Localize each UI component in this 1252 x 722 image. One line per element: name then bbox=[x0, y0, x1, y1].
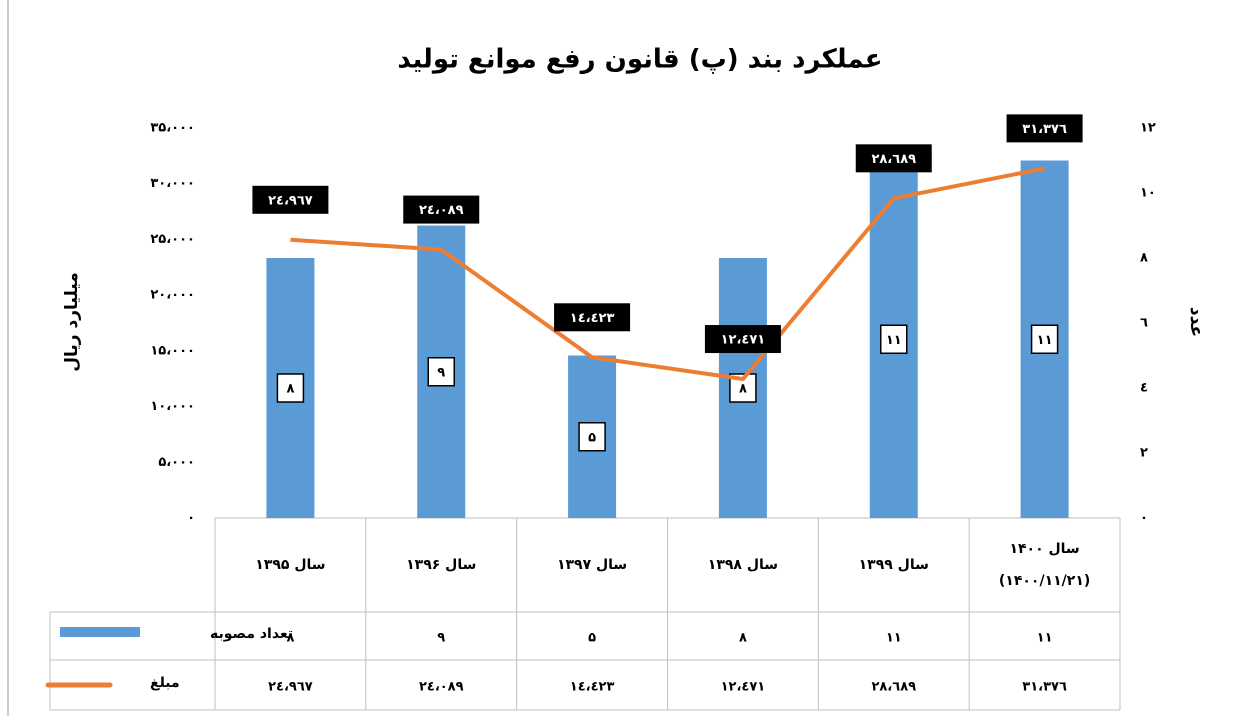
line-value-label: ۱۲،٤۷۱ bbox=[721, 333, 766, 348]
table-value: ۱۱ bbox=[1037, 631, 1053, 646]
x-tick-label: سال ۱۳۹۵ bbox=[255, 557, 326, 573]
y2-tick-label: ۸ bbox=[1140, 251, 1148, 266]
category-cell: سال ۱۳۹۸ bbox=[707, 557, 779, 573]
table-value: ۱۱ bbox=[886, 631, 902, 646]
bar-value-label: ۸ bbox=[286, 382, 294, 397]
category-cell: سال ۱۳۹۹ bbox=[858, 557, 929, 573]
line-label-box bbox=[1006, 114, 1083, 143]
line-label-box bbox=[704, 325, 781, 354]
line-value-label: ۲۸،٦۸۹ bbox=[871, 152, 916, 167]
y2-tick-label: ۲ bbox=[1140, 446, 1148, 461]
bar-label-box bbox=[276, 373, 305, 403]
line-value-label: ۱٤،٤۲۳ bbox=[570, 311, 615, 326]
y-tick-label: ۲۵،۰۰۰ bbox=[150, 232, 195, 247]
line-value-label: ۲٤،۰۸۹ bbox=[419, 203, 464, 218]
bar-value-label: ۱۱ bbox=[1037, 333, 1053, 348]
x-tick-label: سال ۱۳۹۹ bbox=[858, 557, 929, 573]
y-tick-label: ۱۵،۰۰۰ bbox=[150, 343, 195, 358]
category-cell: سال ۱۳۹۷ bbox=[556, 557, 628, 573]
table-value: ۸ bbox=[739, 631, 747, 646]
line-label-box bbox=[403, 195, 480, 224]
y-tick-label: ۳۰،۰۰۰ bbox=[150, 176, 195, 191]
line-label-box bbox=[554, 303, 631, 332]
bar-label-box bbox=[880, 324, 908, 354]
table-value: ۵ bbox=[588, 631, 596, 646]
bar-label-box bbox=[578, 422, 606, 452]
bar-value-label: ۱۱ bbox=[886, 333, 902, 348]
table-value: ۲٤،۹٦۷ bbox=[268, 680, 313, 695]
line-value-label: ۲٤،۹٦۷ bbox=[268, 193, 313, 208]
y2-axis-label: عدد bbox=[1186, 307, 1206, 337]
table-value: ۳۱،۳۷٦ bbox=[1022, 680, 1067, 695]
table-value: ۱٤،٤۲۳ bbox=[570, 680, 615, 695]
line-label-box bbox=[855, 144, 932, 173]
table-value: ۹ bbox=[437, 631, 445, 646]
legend-label: تعداد مصوبه bbox=[210, 626, 293, 642]
line-value-label: ۳۱،۳۷٦ bbox=[1022, 122, 1067, 137]
y-tick-label: ۱۰،۰۰۰ bbox=[150, 399, 195, 414]
bar-value-label: ۵ bbox=[588, 430, 596, 445]
bar-label-box bbox=[1030, 324, 1059, 354]
line-label-box bbox=[252, 185, 329, 214]
x-tick-label: سال ۱۴۰۰ (۱۴۰۰/۱۱/۲۱) bbox=[998, 541, 1091, 589]
line bbox=[290, 166, 1045, 382]
x-tick-label: سال ۱۳۹۷ bbox=[556, 557, 628, 573]
y-axis-label: میلیارد ریال bbox=[62, 272, 82, 371]
table-value: ۸ bbox=[286, 631, 294, 646]
y-tick-label: ۲۰،۰۰۰ bbox=[150, 288, 195, 303]
y2-tick-label: ٦ bbox=[1140, 316, 1148, 331]
y-tick-label: ۰ bbox=[187, 511, 195, 526]
chart-title: عملکرد بند (پ) قانون رفع موانع تولید bbox=[397, 45, 882, 75]
y-tick-label: ۳۵،۰۰۰ bbox=[150, 121, 195, 136]
table-value: ۲٤،۰۸۹ bbox=[419, 680, 464, 695]
y2-tick-label: ٤ bbox=[1140, 381, 1148, 396]
y2-tick-label: ۱۰ bbox=[1140, 186, 1156, 201]
category-cell: سال ۱۳۹۵ bbox=[255, 557, 326, 573]
y2-tick-label: ۱۲ bbox=[1140, 121, 1156, 136]
bar-value-label: ۹ bbox=[437, 365, 445, 380]
x-tick-label: سال ۱۳۹۸ bbox=[707, 557, 779, 573]
category-cell: سال ۱۳۹۶ bbox=[406, 557, 477, 573]
table-value: ۲۸،٦۸۹ bbox=[871, 680, 916, 695]
y-tick-label: ۵،۰۰۰ bbox=[158, 455, 195, 470]
bar-value-label: ۸ bbox=[739, 382, 747, 397]
y2-tick-label: ۰ bbox=[1140, 511, 1148, 526]
legend-label: مبلغ bbox=[150, 675, 180, 691]
x-tick-label: سال ۱۳۹۶ bbox=[406, 557, 477, 573]
bar-label-box bbox=[427, 357, 455, 387]
legend-swatch bbox=[60, 627, 140, 637]
table-value: ۱۲،٤۷۱ bbox=[721, 680, 766, 695]
category-cell: سال ۱۴۰۰ (۱۴۰۰/۱۱/۲۱) bbox=[998, 541, 1091, 589]
